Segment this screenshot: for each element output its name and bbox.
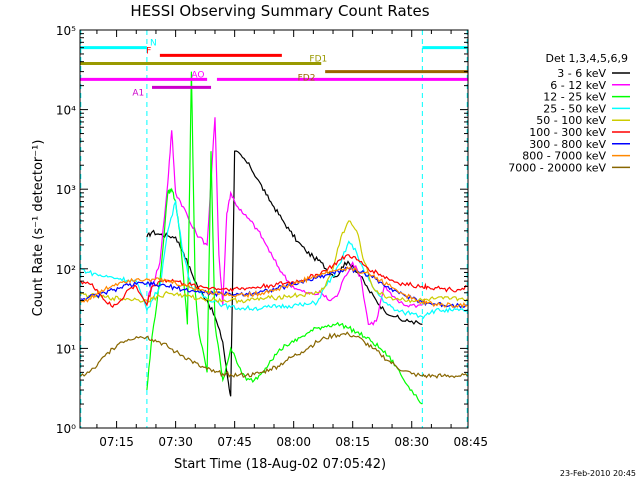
plot-clip-group: [80, 30, 468, 428]
legend-entry-label: 6 - 12 keV: [550, 79, 606, 92]
series-line: [146, 117, 423, 326]
flag-label: A1: [132, 88, 144, 98]
footer-timestamp: 23-Feb-2010 20:45: [560, 469, 636, 478]
x-axis-label: Start Time (18-Aug-02 07:05:42): [174, 457, 386, 472]
legend-entry-label: 25 - 50 keV: [543, 102, 606, 115]
series-line: [80, 331, 468, 379]
legend-entry-label: 800 - 7000 keV: [522, 150, 606, 163]
flag-label: N: [150, 39, 157, 49]
x-tick-label: 08:15: [335, 435, 370, 449]
x-tick-label: 08:00: [276, 435, 311, 449]
series-line: [80, 199, 468, 320]
flag-label: F: [146, 46, 151, 56]
chart-title: HESSI Observing Summary Count Rates: [130, 2, 429, 20]
y-tick-label: 10¹: [56, 342, 76, 356]
y-tick-label: 10⁵: [56, 24, 76, 38]
y-axis-label: Count Rate (s⁻¹ detector⁻¹): [31, 140, 46, 317]
flag-label: FD2: [298, 74, 316, 84]
x-tick-label: 07:15: [99, 435, 134, 449]
legend-entry-label: 100 - 300 keV: [529, 126, 606, 139]
legend-entry-label: 50 - 100 keV: [536, 114, 606, 127]
legend-entry-label: 3 - 6 keV: [557, 67, 606, 80]
x-tick-label: 07:30: [158, 435, 193, 449]
flag-label: FD1: [309, 54, 327, 64]
x-tick-label: 08:45: [453, 435, 488, 449]
series-line: [80, 254, 468, 308]
legend-entry-label: 7000 - 20000 keV: [508, 161, 606, 174]
y-tick-label: 10²: [56, 263, 76, 277]
flag-label: AO: [191, 70, 204, 80]
x-tick-label: 07:45: [217, 435, 252, 449]
series-line: [146, 150, 423, 397]
legend-title: Det 1,3,4,5,6,9: [545, 52, 628, 65]
axis-layer: 07:15 07:30 07:45 08:00 08:15 08:30 08:45 10⁰ 10…: [56, 24, 488, 449]
series-line: [80, 266, 468, 309]
y-tick-label: 10⁰: [56, 422, 76, 436]
y-tick-label: 10³: [56, 183, 76, 197]
x-tick-label: 08:30: [394, 435, 429, 449]
flag-label-layer: NF FD1 FD2 AO A1: [132, 39, 327, 99]
series-layer: [80, 71, 468, 405]
legend-entry-label: 12 - 25 keV: [543, 91, 606, 104]
night-boundary-layer: [80, 30, 468, 428]
legend-entry-label: 300 - 800 keV: [529, 138, 606, 151]
y-tick-label: 10⁴: [56, 104, 76, 118]
flag-layer: [80, 46, 468, 89]
